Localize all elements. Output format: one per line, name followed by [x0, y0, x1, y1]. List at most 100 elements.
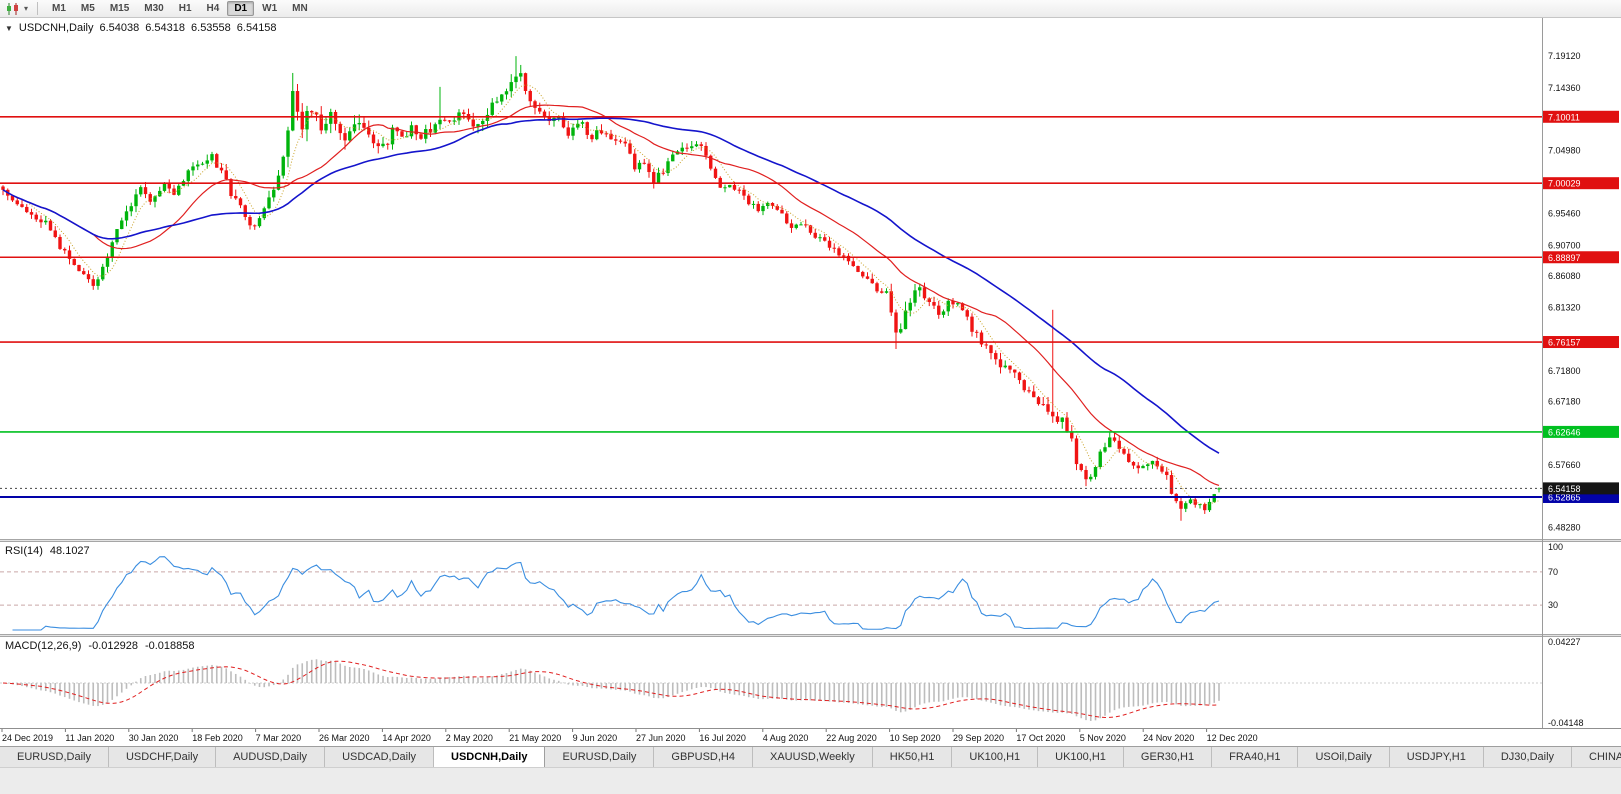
svg-text:16 Jul 2020: 16 Jul 2020: [699, 733, 746, 743]
timeframe-button-d1[interactable]: D1: [227, 1, 255, 16]
level-price-badge: 6.76157: [1543, 336, 1619, 349]
svg-text:14 Apr 2020: 14 Apr 2020: [382, 733, 431, 743]
rsi-name: RSI(14): [5, 545, 43, 557]
svg-text:-0.04148: -0.04148: [1548, 718, 1584, 728]
svg-text:6.81320: 6.81320: [1548, 303, 1581, 313]
svg-text:70: 70: [1548, 567, 1558, 577]
timeframe-toolbar: ▾ M1 M5 M15 M30 H1 H4 D1 W1 MN: [0, 0, 1621, 18]
svg-text:6.57660: 6.57660: [1548, 460, 1581, 470]
svg-text:27 Jun 2020: 27 Jun 2020: [636, 733, 686, 743]
svg-text:21 May 2020: 21 May 2020: [509, 733, 561, 743]
ohlc-high: 6.54318: [145, 22, 186, 34]
chart-type-dropdown-caret[interactable]: ▾: [24, 4, 29, 13]
svg-text:6.52865: 6.52865: [1548, 492, 1581, 502]
macd-label: MACD(12,26,9) -0.012928 -0.018858: [5, 640, 195, 652]
timeframe-button-m15[interactable]: M15: [109, 3, 130, 14]
chart-tab-usdcnh-daily[interactable]: USDCNH,Daily: [434, 747, 546, 767]
chart-area[interactable]: 7.19120 7.14360 7.04980 6.95460 6.90700 6.860…: [0, 18, 1621, 746]
moving-average-6: [2, 84, 1220, 506]
status-bar: [0, 767, 1621, 794]
svg-text:6.71800: 6.71800: [1548, 366, 1581, 376]
svg-text:6.67180: 6.67180: [1548, 397, 1581, 407]
svg-text:7.00029: 7.00029: [1548, 179, 1581, 189]
macd-signal-line: [2, 660, 1220, 718]
svg-text:24 Nov 2020: 24 Nov 2020: [1143, 733, 1194, 743]
svg-text:10 Sep 2020: 10 Sep 2020: [890, 733, 941, 743]
svg-text:6.62646: 6.62646: [1548, 427, 1581, 437]
svg-text:12 Dec 2020: 12 Dec 2020: [1207, 733, 1258, 743]
level-price-badge: 7.10011: [1543, 110, 1619, 123]
rsi-value: 48.1027: [49, 545, 90, 557]
macd-histogram: [6, 659, 1220, 721]
svg-text:6.48280: 6.48280: [1548, 522, 1581, 532]
svg-text:7.04980: 7.04980: [1548, 145, 1581, 155]
svg-text:22 Aug 2020: 22 Aug 2020: [826, 733, 877, 743]
svg-text:6.76157: 6.76157: [1548, 338, 1581, 348]
svg-text:29 Sep 2020: 29 Sep 2020: [953, 733, 1004, 743]
candlestick-series: [1, 56, 1221, 521]
chart-tab-fra40-h1[interactable]: FRA40,H1: [1212, 747, 1299, 767]
svg-text:30 Jan 2020: 30 Jan 2020: [129, 733, 179, 743]
timeframe-button-m30[interactable]: M30: [144, 3, 164, 14]
chart-tab-xauusd-weekly[interactable]: XAUUSD,Weekly: [752, 747, 873, 767]
timeframe-button-w1[interactable]: W1: [262, 3, 278, 14]
svg-text:30: 30: [1548, 600, 1558, 610]
svg-text:6.86080: 6.86080: [1548, 271, 1581, 281]
chart-tab-gbpusd-h4[interactable]: GBPUSD,H4: [654, 747, 753, 767]
ohlc-low: 6.53558: [191, 22, 231, 34]
chart-tab-hk50-h1[interactable]: HK50,H1: [872, 747, 953, 767]
svg-text:24 Dec 2019: 24 Dec 2019: [2, 733, 53, 743]
svg-text:7 Mar 2020: 7 Mar 2020: [256, 733, 302, 743]
timeframe-button-m5[interactable]: M5: [80, 3, 95, 14]
chart-type-icon[interactable]: [4, 2, 22, 16]
timeframe-button-m1[interactable]: M1: [52, 3, 66, 14]
svg-text:100: 100: [1548, 542, 1563, 552]
chart-symbol-label: USDCNH,Daily: [18, 22, 94, 34]
panel-splitter[interactable]: [0, 539, 1621, 542]
macd-value-main: -0.012928: [88, 640, 138, 652]
chart-tab-uk100-h1[interactable]: UK100,H1: [952, 747, 1039, 767]
price-axis[interactable]: 7.19120 7.14360 7.04980 6.95460 6.90700 6.860…: [1543, 51, 1619, 728]
chart-tab-usdchf-daily[interactable]: USDCHF,Daily: [108, 747, 217, 767]
svg-text:0.04227: 0.04227: [1548, 637, 1581, 647]
svg-text:11 Jan 2020: 11 Jan 2020: [65, 733, 114, 743]
moving-average-45: [2, 117, 1220, 454]
chart-canvas[interactable]: 7.19120 7.14360 7.04980 6.95460 6.90700 6.860…: [0, 18, 1621, 746]
moving-average-20: [2, 104, 1220, 487]
timeframe-button-mn[interactable]: MN: [292, 3, 308, 14]
level-price-badge: 6.62646: [1543, 425, 1619, 438]
timeframe-toolbar-buttons: M1 M5 M15 M30 H1 H4 D1 W1 MN: [45, 1, 315, 16]
chart-tab-china300-h1[interactable]: CHINA300,H1: [1572, 747, 1621, 767]
svg-text:18 Feb 2020: 18 Feb 2020: [192, 733, 243, 743]
chart-tab-dj30-daily[interactable]: DJ30,Daily: [1483, 747, 1573, 767]
ohlc-close: 6.54158: [236, 22, 277, 34]
chart-tab-uk100-h1[interactable]: UK100,H1: [1038, 747, 1124, 767]
current-price-badge: 6.54158: [1543, 482, 1619, 495]
panel-splitter[interactable]: [0, 634, 1621, 637]
toolbar-separator: [37, 2, 39, 15]
svg-text:6.95460: 6.95460: [1548, 209, 1581, 219]
timeframe-button-h4[interactable]: H4: [206, 3, 220, 14]
svg-text:6.88897: 6.88897: [1548, 253, 1581, 263]
macd-value-signal: -0.018858: [144, 640, 195, 652]
chart-tab-audusd-daily[interactable]: AUDUSD,Daily: [216, 747, 326, 767]
chart-collapse-arrow[interactable]: ▼: [5, 23, 13, 33]
chart-tab-eurusd-daily[interactable]: EURUSD,Daily: [545, 747, 655, 767]
timeframe-button-h1[interactable]: H1: [178, 3, 192, 14]
chart-tab-usoil-daily[interactable]: USOil,Daily: [1298, 747, 1390, 767]
svg-text:7.14360: 7.14360: [1548, 83, 1581, 93]
svg-text:6.54158: 6.54158: [1548, 484, 1581, 494]
chart-tab-ger30-h1[interactable]: GER30,H1: [1123, 747, 1213, 767]
svg-text:7.19120: 7.19120: [1548, 51, 1581, 61]
chart-tab-usdcad-daily[interactable]: USDCAD,Daily: [325, 747, 435, 767]
svg-text:5 Nov 2020: 5 Nov 2020: [1080, 733, 1126, 743]
chart-tab-usdjpy-h1[interactable]: USDJPY,H1: [1389, 747, 1484, 767]
svg-text:26 Mar 2020: 26 Mar 2020: [319, 733, 370, 743]
svg-text:4 Aug 2020: 4 Aug 2020: [763, 733, 809, 743]
time-axis[interactable]: 24 Dec 2019 11 Jan 2020 30 Jan 2020 18 Feb …: [1, 729, 1258, 743]
svg-text:7.10011: 7.10011: [1548, 112, 1580, 122]
svg-text:6.90700: 6.90700: [1548, 240, 1581, 250]
svg-text:9 Jun 2020: 9 Jun 2020: [573, 733, 618, 743]
chart-tab-eurusd-daily[interactable]: EURUSD,Daily: [0, 747, 109, 767]
